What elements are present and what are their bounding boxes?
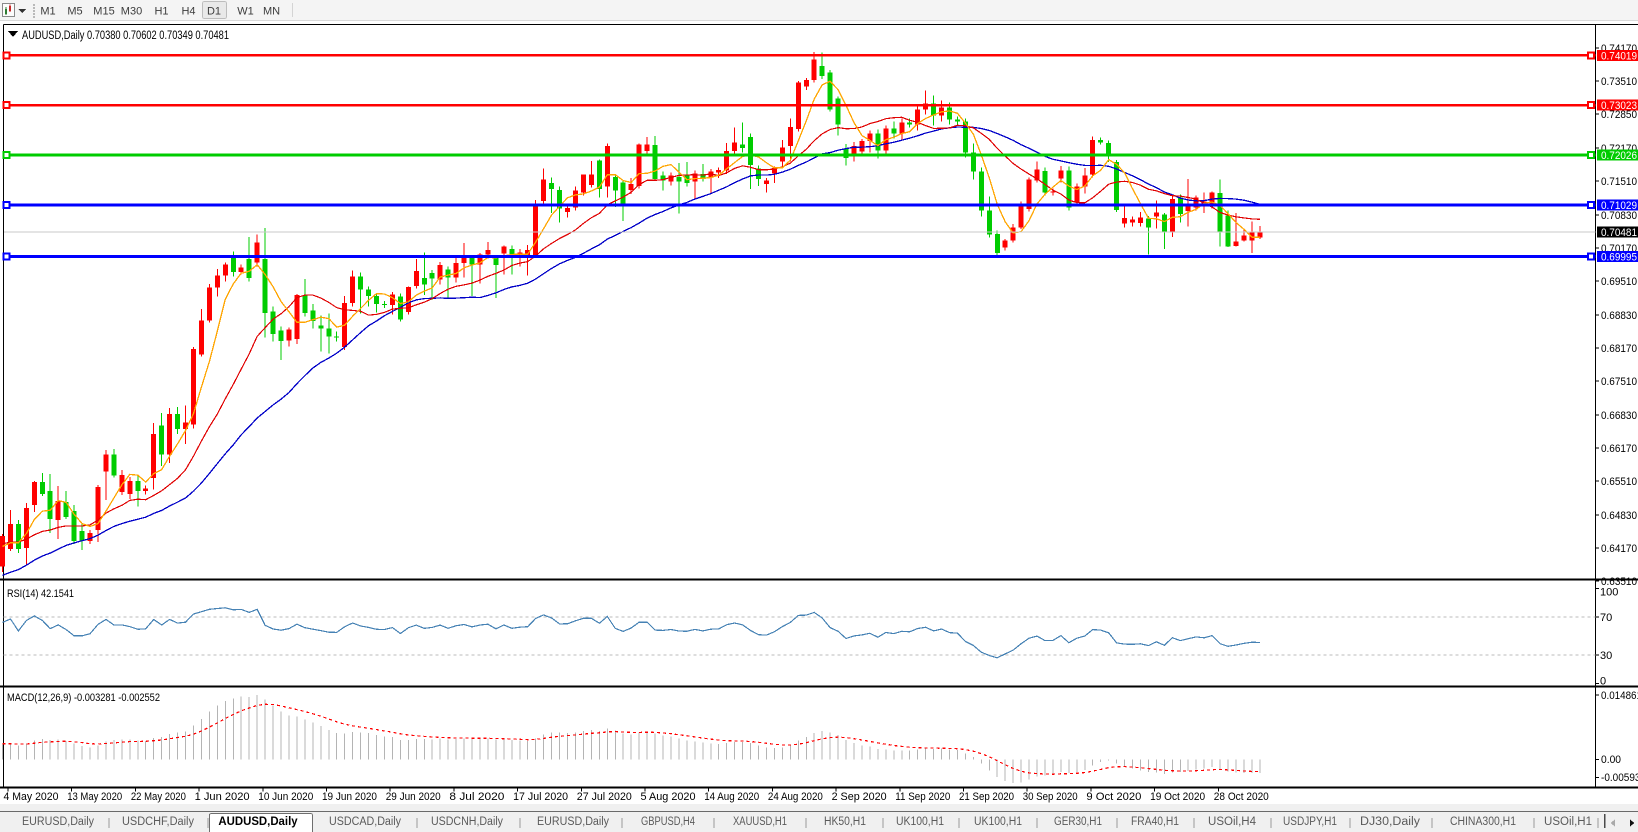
svg-text:EURUSD,Daily: EURUSD,Daily [22, 816, 94, 828]
svg-text:UK100,H1: UK100,H1 [974, 816, 1022, 828]
svg-text:0.66170: 0.66170 [1601, 443, 1637, 455]
svg-text:28 Oct 2020: 28 Oct 2020 [1214, 791, 1269, 803]
svg-text:13 May 2020: 13 May 2020 [67, 791, 122, 803]
svg-text:FRA40,H1: FRA40,H1 [1131, 816, 1179, 828]
svg-text:CHINA300,H1: CHINA300,H1 [1450, 816, 1516, 828]
svg-text:0.71029: 0.71029 [1601, 200, 1637, 212]
svg-text:2 Sep 2020: 2 Sep 2020 [832, 791, 887, 803]
svg-text:70: 70 [1600, 612, 1612, 624]
svg-text:11 Sep 2020: 11 Sep 2020 [895, 791, 950, 803]
svg-text:0.63510: 0.63510 [1601, 576, 1637, 588]
svg-text:H1: H1 [154, 6, 168, 18]
svg-text:0.69995: 0.69995 [1601, 252, 1637, 264]
svg-text:0.66830: 0.66830 [1601, 410, 1637, 422]
svg-text:0.014861: 0.014861 [1601, 690, 1638, 702]
svg-text:19 Oct 2020: 19 Oct 2020 [1150, 791, 1205, 803]
svg-text:USDCNH,Daily: USDCNH,Daily [431, 816, 503, 828]
svg-text:0.68830: 0.68830 [1601, 310, 1637, 322]
svg-text:0.00: 0.00 [1601, 754, 1621, 766]
svg-text:100: 100 [1600, 587, 1618, 599]
svg-text:17 Jul 2020: 17 Jul 2020 [513, 791, 568, 803]
svg-text:USOil,H1: USOil,H1 [1544, 816, 1592, 828]
svg-text:0.72026: 0.72026 [1601, 150, 1637, 162]
svg-text:30: 30 [1600, 650, 1612, 662]
svg-text:0.64170: 0.64170 [1601, 543, 1637, 555]
svg-text:0.67510: 0.67510 [1601, 376, 1637, 388]
svg-text:0.68170: 0.68170 [1601, 343, 1637, 355]
svg-text:M1: M1 [40, 6, 55, 18]
svg-text:USDCHF,Daily: USDCHF,Daily [122, 816, 194, 828]
svg-text:1 Jun 2020: 1 Jun 2020 [195, 791, 250, 803]
svg-text:0.70830: 0.70830 [1601, 210, 1637, 222]
svg-text:0.64830: 0.64830 [1601, 510, 1637, 522]
svg-text:0.73023: 0.73023 [1601, 100, 1637, 112]
svg-text:-0.005938: -0.005938 [1601, 772, 1638, 784]
svg-text:0.71510: 0.71510 [1601, 176, 1637, 188]
svg-text:4 May 2020: 4 May 2020 [4, 791, 59, 803]
svg-text:DJ30,Daily: DJ30,Daily [1360, 816, 1420, 828]
svg-text:AUDUSD,Daily: AUDUSD,Daily [218, 816, 298, 828]
svg-text:USDCAD,Daily: USDCAD,Daily [329, 816, 401, 828]
svg-text:14 Aug 2020: 14 Aug 2020 [704, 791, 759, 803]
svg-text:GBPUSD,H4: GBPUSD,H4 [641, 816, 695, 828]
svg-text:M15: M15 [93, 6, 114, 18]
svg-text:10 Jun 2020: 10 Jun 2020 [258, 791, 313, 803]
svg-text:GER30,H1: GER30,H1 [1054, 816, 1102, 828]
svg-text:0.69510: 0.69510 [1601, 276, 1637, 288]
svg-text:AUDUSD,Daily 0.70380 0.70602: AUDUSD,Daily 0.70380 0.70602 0.70349 0.7… [22, 30, 229, 42]
svg-text:0.65510: 0.65510 [1601, 476, 1637, 488]
svg-text:USOil,H4: USOil,H4 [1208, 816, 1257, 828]
svg-text:0.70481: 0.70481 [1601, 227, 1637, 239]
svg-text:8 Jul 2020: 8 Jul 2020 [449, 791, 504, 803]
svg-text:MN: MN [263, 6, 280, 18]
svg-text:21 Sep 2020: 21 Sep 2020 [959, 791, 1014, 803]
svg-text:0: 0 [1600, 676, 1606, 688]
svg-text:22 May 2020: 22 May 2020 [131, 791, 186, 803]
svg-text:UK100,H1: UK100,H1 [896, 816, 944, 828]
svg-text:M5: M5 [67, 6, 82, 18]
svg-text:9 Oct 2020: 9 Oct 2020 [1086, 791, 1141, 803]
svg-text:D1: D1 [207, 6, 221, 18]
svg-text:USDJPY,H1: USDJPY,H1 [1283, 816, 1337, 828]
svg-text:EURUSD,Daily: EURUSD,Daily [537, 816, 609, 828]
svg-text:0.74019: 0.74019 [1601, 50, 1637, 62]
svg-text:29 Jun 2020: 29 Jun 2020 [386, 791, 441, 803]
svg-text:24 Aug 2020: 24 Aug 2020 [768, 791, 823, 803]
svg-text:MACD(12,26,9) -0.003281 -0.002: MACD(12,26,9) -0.003281 -0.002552 [7, 692, 160, 704]
svg-text:M30: M30 [121, 6, 142, 18]
svg-text:XAUUSD,H1: XAUUSD,H1 [733, 816, 787, 828]
svg-text:30 Sep 2020: 30 Sep 2020 [1023, 791, 1078, 803]
svg-text:W1: W1 [237, 6, 254, 18]
svg-text:0.73510: 0.73510 [1601, 76, 1637, 88]
svg-text:19 Jun 2020: 19 Jun 2020 [322, 791, 377, 803]
svg-text:27 Jul 2020: 27 Jul 2020 [577, 791, 632, 803]
svg-text:0.72850: 0.72850 [1601, 109, 1637, 121]
svg-text:5 Aug 2020: 5 Aug 2020 [641, 791, 696, 803]
svg-text:H4: H4 [181, 6, 195, 18]
svg-text:RSI(14) 42.1541: RSI(14) 42.1541 [7, 588, 74, 600]
svg-text:HK50,H1: HK50,H1 [824, 816, 866, 828]
